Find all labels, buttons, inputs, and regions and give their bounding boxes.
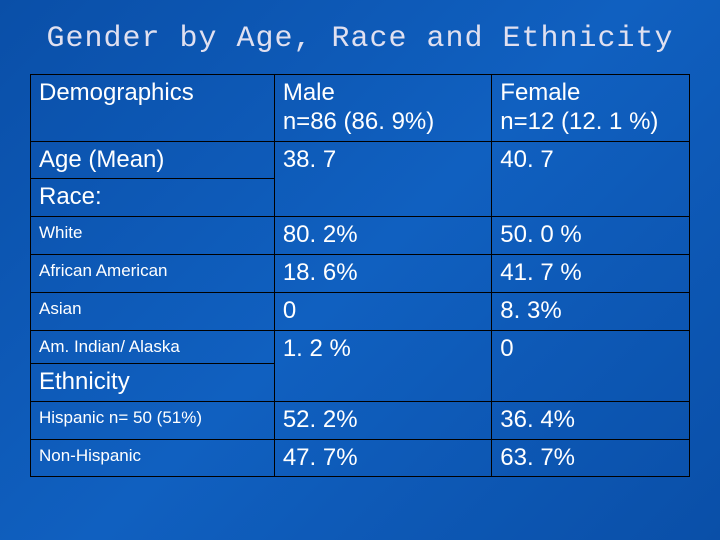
- row-label: Race:: [31, 179, 275, 217]
- row-label: Non-Hispanic: [31, 439, 275, 477]
- column-header: Malen=86 (86. 9%): [274, 75, 491, 142]
- demographics-table: DemographicsMalen=86 (86. 9%)Femalen=12 …: [30, 74, 690, 477]
- table-row: White80. 2%50. 0 %: [31, 217, 690, 255]
- table-row: Hispanic n= 50 (51%)52. 2%36. 4%: [31, 401, 690, 439]
- cell-male: 0: [274, 292, 491, 330]
- cell-male: 38. 7: [274, 141, 491, 217]
- table-row: Asian08. 3%: [31, 292, 690, 330]
- cell-male: 47. 7%: [274, 439, 491, 477]
- column-header-title: Male: [283, 79, 483, 108]
- cell-female: 41. 7 %: [492, 254, 690, 292]
- row-label: White: [31, 217, 275, 255]
- cell-male: 52. 2%: [274, 401, 491, 439]
- table-header-row: DemographicsMalen=86 (86. 9%)Femalen=12 …: [31, 75, 690, 142]
- row-label: Hispanic n= 50 (51%): [31, 401, 275, 439]
- column-header-sub: n=86 (86. 9%): [283, 108, 483, 137]
- demographics-table-container: DemographicsMalen=86 (86. 9%)Femalen=12 …: [0, 74, 720, 477]
- cell-female: 40. 7: [492, 141, 690, 217]
- cell-male: 18. 6%: [274, 254, 491, 292]
- row-label: Am. Indian/ Alaska: [31, 330, 275, 363]
- table-row: Age (Mean)38. 740. 7: [31, 141, 690, 179]
- cell-female: 8. 3%: [492, 292, 690, 330]
- slide-title: Gender by Age, Race and Ethnicity: [0, 0, 720, 74]
- cell-female: 50. 0 %: [492, 217, 690, 255]
- column-header: Femalen=12 (12. 1 %): [492, 75, 690, 142]
- table-row: Non-Hispanic47. 7%63. 7%: [31, 439, 690, 477]
- cell-female: 63. 7%: [492, 439, 690, 477]
- cell-male: 80. 2%: [274, 217, 491, 255]
- table-row: Am. Indian/ Alaska1. 2 %0: [31, 330, 690, 363]
- column-header-title: Female: [500, 79, 681, 108]
- column-header-title: Demographics: [39, 79, 266, 108]
- cell-male: 1. 2 %: [274, 330, 491, 401]
- row-label: Asian: [31, 292, 275, 330]
- column-header: Demographics: [31, 75, 275, 142]
- column-header-sub: n=12 (12. 1 %): [500, 108, 681, 137]
- row-label: Ethnicity: [31, 363, 275, 401]
- cell-female: 36. 4%: [492, 401, 690, 439]
- row-label: Age (Mean): [31, 141, 275, 179]
- cell-female: 0: [492, 330, 690, 401]
- row-label: African American: [31, 254, 275, 292]
- table-row: African American18. 6%41. 7 %: [31, 254, 690, 292]
